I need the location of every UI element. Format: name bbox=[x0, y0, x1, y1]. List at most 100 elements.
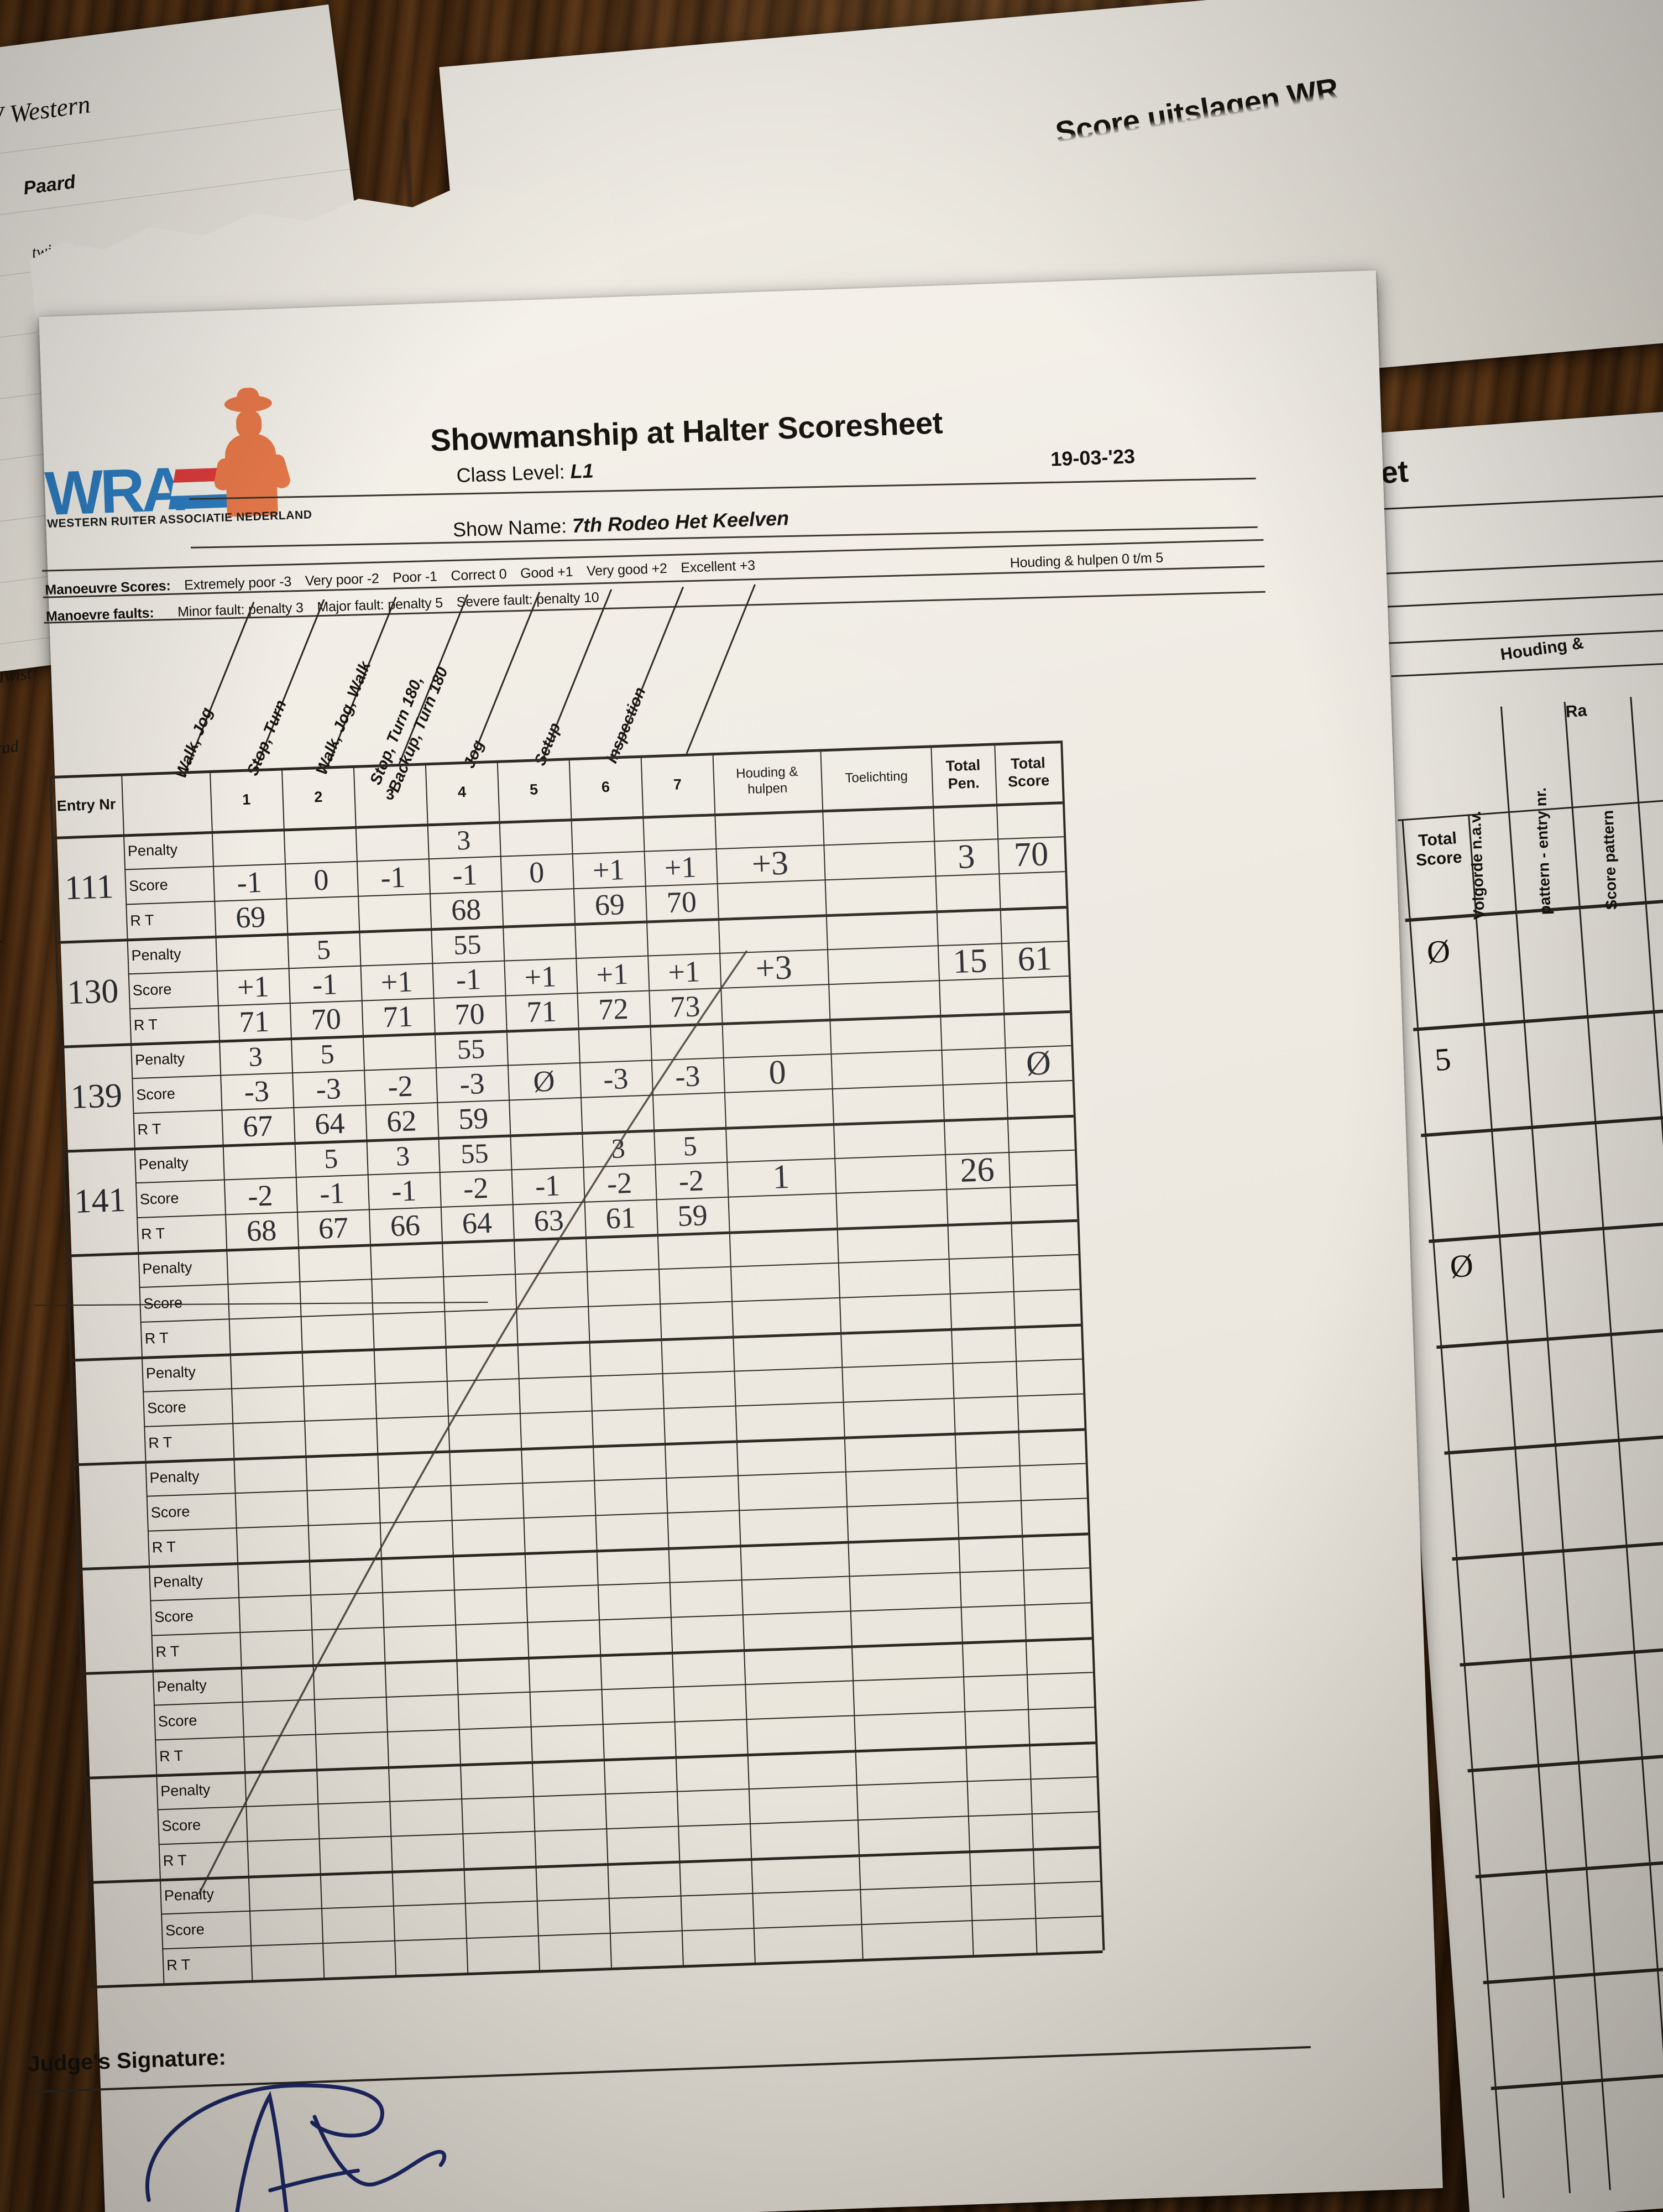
cell-penalty bbox=[392, 1868, 465, 1905]
cell-penalty bbox=[449, 1448, 522, 1485]
cell-total-pen bbox=[955, 1431, 1022, 1537]
cell-penalty bbox=[600, 1652, 673, 1689]
divider-1 bbox=[189, 477, 1256, 500]
cell-toelichting bbox=[855, 1746, 969, 1854]
col-header-maneuver-3: 3 bbox=[385, 786, 395, 803]
cell-rt bbox=[250, 1943, 323, 1980]
cell-penalty bbox=[316, 1766, 389, 1803]
cell-penalty bbox=[305, 1453, 378, 1490]
cell-score bbox=[465, 1901, 538, 1938]
cell-penalty bbox=[574, 921, 647, 958]
class-level-field: Class Level: L1 bbox=[456, 459, 594, 487]
cell-toelichting bbox=[822, 806, 936, 914]
row-label-rt: R T bbox=[140, 1225, 165, 1243]
cell-toelichting bbox=[859, 1850, 972, 1959]
cell-houding-hulpen bbox=[736, 1437, 848, 1545]
row-label-rt: R T bbox=[137, 1120, 162, 1138]
row-label-penalty: Penalty bbox=[134, 1050, 185, 1069]
cell-rt bbox=[462, 1831, 535, 1868]
cell-score: -3 bbox=[674, 1058, 701, 1093]
cell-score: -2 bbox=[247, 1178, 274, 1213]
cell-rt: 64 bbox=[314, 1106, 346, 1141]
cell-penalty bbox=[248, 1873, 321, 1910]
cell-score bbox=[522, 1480, 595, 1517]
row-label-score: Score bbox=[128, 876, 169, 895]
cell-penalty bbox=[676, 1754, 749, 1791]
cell-score bbox=[529, 1689, 602, 1726]
cell-penalty bbox=[532, 1759, 605, 1796]
cell-score bbox=[321, 1906, 394, 1943]
cell-penalty bbox=[363, 1032, 436, 1070]
cell-penalty bbox=[237, 1560, 310, 1597]
cell-penalty: 55 bbox=[460, 1137, 489, 1170]
cell-score: -1 bbox=[391, 1173, 417, 1208]
row-label-score: Score bbox=[150, 1503, 190, 1521]
cell-rt: 69 bbox=[594, 887, 625, 922]
class-level-value: L1 bbox=[569, 459, 594, 483]
cell-penalty bbox=[320, 1871, 393, 1908]
cell-penalty bbox=[521, 1446, 594, 1483]
second-sheet-diag-label: Score pattern bbox=[1599, 810, 1620, 911]
row-label-penalty: Penalty bbox=[164, 1885, 215, 1905]
cell-rt: 61 bbox=[605, 1201, 636, 1235]
cell-rt bbox=[682, 1928, 755, 1965]
col-header-maneuver-4: 4 bbox=[457, 783, 467, 801]
cell-rt bbox=[667, 1510, 740, 1547]
cell-score bbox=[393, 1903, 466, 1940]
cell-score: -1 bbox=[312, 967, 338, 1001]
col-header-maneuver-6: 6 bbox=[601, 778, 610, 796]
cell-rt bbox=[319, 1836, 392, 1873]
cell-score bbox=[299, 1279, 372, 1316]
cell-houding-hulpen bbox=[729, 1228, 840, 1336]
cell-rt bbox=[444, 1308, 517, 1345]
cell-rt bbox=[387, 1729, 460, 1766]
cell-rt bbox=[527, 1619, 600, 1656]
cell-score bbox=[375, 1381, 448, 1418]
cell-penalty bbox=[215, 933, 288, 970]
wra-logo: WRA WESTERN RUITER ASSOCIATIE NEDERLAND bbox=[31, 387, 323, 533]
cell-rt bbox=[304, 1418, 377, 1455]
cell-penalty bbox=[456, 1657, 529, 1694]
cell-penalty bbox=[355, 823, 428, 860]
cell-score bbox=[515, 1271, 588, 1308]
row-label-rt: R T bbox=[129, 911, 154, 930]
entry-nr-cell bbox=[84, 1774, 160, 1881]
cell-penalty bbox=[284, 826, 357, 863]
cell-rt bbox=[308, 1522, 381, 1559]
cell-score bbox=[378, 1485, 451, 1522]
cell-penalty: 5 bbox=[682, 1130, 698, 1162]
club-name-text: HMSLLN, KLV Western bbox=[0, 90, 92, 149]
cell-rt bbox=[459, 1726, 532, 1764]
cell-rt bbox=[466, 1936, 539, 1973]
cell-rt: 67 bbox=[317, 1211, 349, 1245]
row-label-score: Score bbox=[161, 1816, 201, 1835]
cell-total-score: 70 bbox=[1013, 835, 1049, 874]
cell-rt bbox=[239, 1630, 312, 1667]
row-label-penalty: Penalty bbox=[156, 1677, 207, 1695]
second-sheet-houding-label: Houding & bbox=[1499, 634, 1585, 664]
cell-rt: 71 bbox=[382, 999, 414, 1034]
cell-penalty: 3 bbox=[456, 824, 472, 855]
cell-rt bbox=[236, 1525, 309, 1562]
cell-penalty bbox=[672, 1649, 745, 1686]
cell-total-score bbox=[1022, 1532, 1092, 1639]
row-label-penalty: Penalty bbox=[142, 1259, 192, 1277]
cell-score bbox=[371, 1276, 444, 1313]
cell-score: -2 bbox=[606, 1166, 632, 1200]
cell-penalty bbox=[309, 1557, 382, 1594]
cell-penalty bbox=[384, 1659, 457, 1696]
cell-score bbox=[605, 1791, 678, 1828]
cell-score: +1 bbox=[380, 964, 414, 999]
second-sheet-score-value: Ø bbox=[1425, 932, 1452, 971]
cell-total-score bbox=[1018, 1428, 1089, 1535]
maneuver-headers: Walk, Jog Stop, Turn Walk, Jog, Walk Sto… bbox=[147, 517, 1138, 795]
row-label-score: Score bbox=[139, 1190, 180, 1208]
cell-rt: 62 bbox=[386, 1103, 417, 1138]
cell-score bbox=[310, 1592, 383, 1629]
row-label-score: Score bbox=[154, 1607, 194, 1626]
row-label-score: Score bbox=[143, 1294, 183, 1312]
cell-penalty bbox=[381, 1555, 454, 1592]
entry-nr-cell: 130 bbox=[66, 972, 119, 1012]
cell-total-score: 61 bbox=[1017, 940, 1053, 979]
cell-score: +1 bbox=[524, 959, 557, 994]
